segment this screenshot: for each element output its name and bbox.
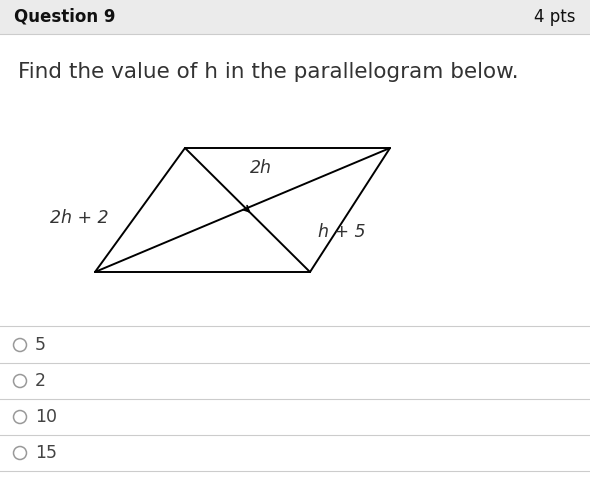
Text: 5: 5 [35, 336, 46, 354]
Text: Question 9: Question 9 [14, 8, 116, 26]
Text: 2: 2 [35, 372, 46, 390]
Text: 4 pts: 4 pts [535, 8, 576, 26]
Text: 2h + 2: 2h + 2 [50, 209, 108, 227]
Text: h + 5: h + 5 [318, 223, 365, 241]
FancyBboxPatch shape [0, 0, 590, 34]
Text: 15: 15 [35, 444, 57, 462]
Text: 2h: 2h [250, 159, 272, 177]
Text: Find the value of h in the parallelogram below.: Find the value of h in the parallelogram… [18, 62, 519, 82]
Text: 10: 10 [35, 408, 57, 426]
